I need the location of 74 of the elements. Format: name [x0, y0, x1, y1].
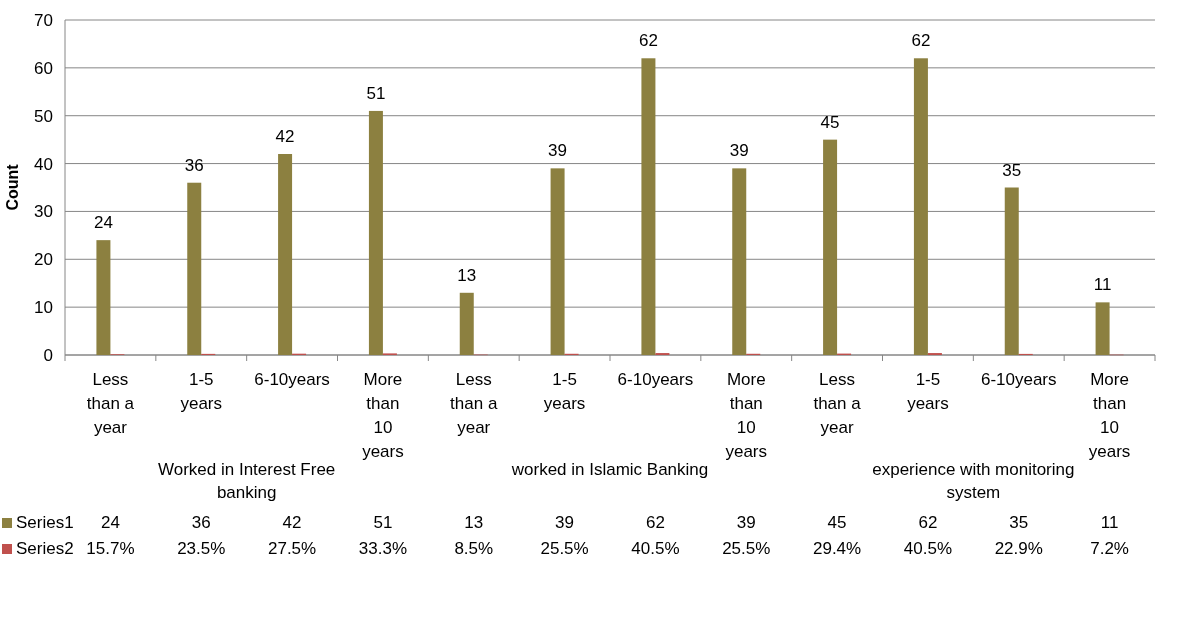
text: 13 — [457, 265, 477, 285]
x-tick-label: More than 10 years — [725, 370, 768, 461]
legend-label: Series2 — [16, 539, 74, 558]
text: 45 — [820, 112, 840, 132]
x-tick-label: 6-10years — [254, 370, 330, 389]
y-tick-label: 50 — [34, 106, 53, 126]
data-label: 24 — [100, 513, 120, 532]
text: 36 — [184, 155, 204, 175]
bar — [641, 58, 656, 355]
bar — [1095, 302, 1110, 355]
data-label: 11 — [1100, 513, 1119, 532]
y-tick-label: 0 — [43, 345, 53, 365]
data-label: 8.5% — [454, 539, 494, 558]
data-label: 25.5% — [722, 539, 771, 558]
text: 35 — [1002, 160, 1022, 180]
data-label: 29.4% — [812, 539, 862, 558]
x-tick-label: 6-10years — [617, 370, 694, 389]
bar — [96, 240, 111, 355]
x-tick-label: More than 10 years — [1088, 370, 1131, 461]
x-tick-label: More than 10 years — [362, 370, 404, 461]
text: Worked in Interest Free banking — [158, 460, 336, 502]
bar — [278, 154, 293, 355]
text: 62 — [638, 31, 658, 51]
data-label: 62 — [918, 513, 938, 532]
text: worked in Islamic Banking — [510, 460, 709, 479]
text: 62 — [911, 31, 931, 51]
legend-label: Series1 — [16, 513, 74, 532]
text: 51 — [366, 83, 386, 103]
text: 39 — [548, 141, 568, 161]
y-tick-label: 10 — [34, 298, 53, 318]
x-tick-label: 1-5 years — [180, 370, 223, 413]
x-tick-label: Less than a year — [86, 370, 135, 437]
data-label: 23.5% — [177, 539, 226, 558]
text: 39 — [729, 141, 749, 161]
bar — [550, 168, 565, 355]
y-tick-label: 40 — [34, 154, 53, 174]
x-tick-label: 1-5 years — [907, 370, 949, 413]
text: 11 — [1093, 275, 1112, 295]
bar — [732, 168, 747, 355]
data-label: 33.3% — [358, 539, 408, 558]
data-label: 39 — [555, 513, 575, 532]
bar — [913, 58, 928, 355]
data-label: 27.5% — [267, 539, 317, 558]
x-tick-label: Less than a year — [450, 370, 498, 437]
data-label: 15.7% — [86, 539, 135, 558]
y-tick-label: 30 — [34, 202, 53, 222]
data-label: 22.9% — [994, 539, 1043, 558]
data-label: 39 — [736, 513, 756, 532]
y-tick-label: 20 — [34, 250, 53, 270]
data-label: 7.2% — [1090, 539, 1129, 558]
data-label: 45 — [827, 513, 847, 532]
data-label: 51 — [373, 513, 393, 532]
bar — [823, 139, 838, 355]
data-label: 13 — [464, 513, 484, 532]
x-tick-label: 6-10years — [980, 370, 1057, 389]
data-label: 42 — [282, 513, 302, 532]
bar — [368, 110, 383, 355]
y-axis-title: Count — [4, 163, 21, 211]
text: 42 — [275, 127, 295, 146]
data-label: 40.5% — [903, 539, 953, 558]
y-tick-label: 70 — [34, 10, 53, 30]
data-label: 36 — [191, 513, 211, 532]
data-label: 62 — [645, 513, 665, 532]
data-label: 40.5% — [631, 539, 680, 558]
y-tick-label: 60 — [34, 58, 53, 78]
x-tick-label: 1-5 years — [543, 370, 586, 413]
data-label: 35 — [1009, 513, 1029, 532]
text: experience with monitoring system — [872, 460, 1075, 502]
bar — [187, 182, 202, 355]
x-tick-label: Less than a year — [813, 370, 862, 437]
bar — [1004, 187, 1019, 355]
bar — [459, 292, 474, 355]
data-label: 25.5% — [540, 539, 589, 558]
text: 24 — [93, 213, 113, 233]
